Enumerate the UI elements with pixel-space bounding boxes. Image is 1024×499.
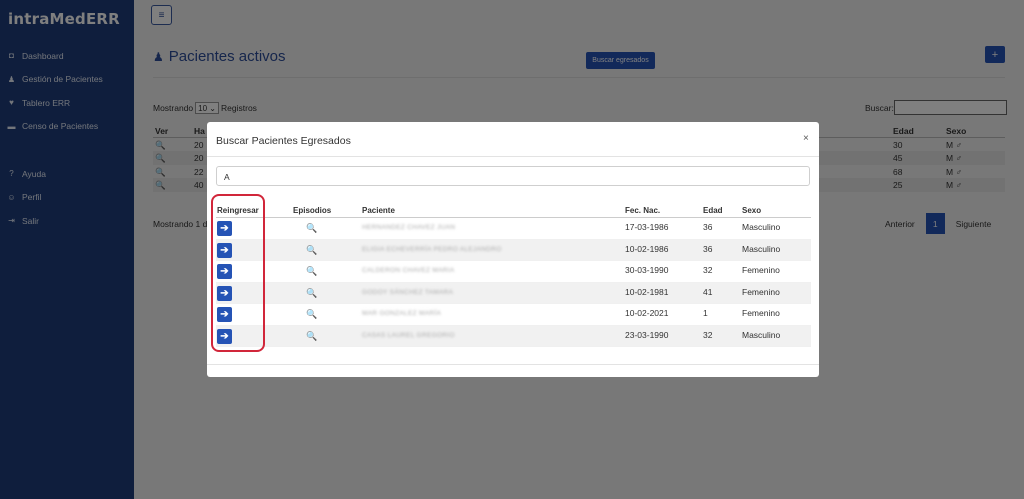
search-icon[interactable]: 🔍 <box>306 309 318 319</box>
cell-edad: 41 <box>703 286 713 297</box>
egresados-table: Reingresar Episodios Paciente Fec. Nac. … <box>216 202 811 347</box>
cell-sexo: Masculino <box>742 243 781 254</box>
cell-paciente: CASAS LAUREL GREGORIO <box>362 331 455 339</box>
cell-edad: 36 <box>703 222 713 232</box>
cell-paciente: GODOY SÁNCHEZ TAMARA <box>362 288 454 296</box>
table-body: ➔ 🔍 HERNANDEZ CHAVEZ JUAN 17-03-1986 36 … <box>216 218 811 347</box>
reingresar-button[interactable]: ➔ <box>217 328 232 344</box>
cell-fec-nac: 30-03-1990 <box>625 265 669 275</box>
modal-footer-divider <box>207 364 819 365</box>
buscar-egresados-modal: Buscar Pacientes Egresados × A Reingresa… <box>207 122 819 377</box>
search-icon[interactable]: 🔍 <box>306 244 318 255</box>
cell-sexo: Masculino <box>742 222 781 232</box>
col-edad: Edad <box>703 206 723 215</box>
cell-sexo: Femenino <box>742 286 780 297</box>
reingresar-button[interactable]: ➔ <box>217 285 232 301</box>
reingresar-button[interactable]: ➔ <box>217 264 232 279</box>
cell-paciente: MAR GONZALEZ MARÍA <box>362 310 442 317</box>
arrow-right-icon: ➔ <box>217 242 232 258</box>
cell-sexo: Masculino <box>742 329 781 340</box>
arrow-right-icon: ➔ <box>217 221 232 236</box>
search-icon[interactable]: 🔍 <box>306 287 318 298</box>
patient-search-input[interactable]: A <box>216 166 810 186</box>
arrow-right-icon: ➔ <box>217 307 232 322</box>
table-row: ➔ 🔍 HERNANDEZ CHAVEZ JUAN 17-03-1986 36 … <box>216 218 811 240</box>
cell-paciente: HERNANDEZ CHAVEZ JUAN <box>362 224 456 231</box>
arrow-right-icon: ➔ <box>217 328 232 344</box>
col-sexo: Sexo <box>742 206 762 215</box>
search-icon[interactable]: 🔍 <box>306 266 318 276</box>
col-reingresar: Reingresar <box>217 206 259 215</box>
col-episodios: Episodios <box>293 206 332 215</box>
cell-sexo: Femenino <box>742 308 780 318</box>
cell-sexo: Femenino <box>742 265 780 275</box>
reingresar-button[interactable]: ➔ <box>217 221 232 236</box>
cell-edad: 1 <box>703 308 708 318</box>
arrow-right-icon: ➔ <box>217 264 232 279</box>
table-row: ➔ 🔍 MAR GONZALEZ MARÍA 10-02-2021 1 Feme… <box>216 304 811 326</box>
cell-fec-nac: 23-03-1990 <box>625 329 669 340</box>
table-row: ➔ 🔍 ELIGIA ECHEVERRÍA PEDRO ALEJANDRO 10… <box>216 239 811 261</box>
table-row: ➔ 🔍 CASAS LAUREL GREGORIO 23-03-1990 32 … <box>216 325 811 347</box>
cell-fec-nac: 17-03-1986 <box>625 222 669 232</box>
table-header: Reingresar Episodios Paciente Fec. Nac. … <box>216 202 811 218</box>
search-icon[interactable]: 🔍 <box>306 223 318 233</box>
cell-paciente: CALDERON CHAVEZ MARIA <box>362 267 455 274</box>
table-row: ➔ 🔍 CALDERON CHAVEZ MARIA 30-03-1990 32 … <box>216 261 811 283</box>
cell-edad: 32 <box>703 329 713 340</box>
arrow-right-icon: ➔ <box>217 285 232 301</box>
modal-title: Buscar Pacientes Egresados <box>216 135 351 147</box>
cell-edad: 32 <box>703 265 713 275</box>
reingresar-button[interactable]: ➔ <box>217 307 232 322</box>
cell-paciente: ELIGIA ECHEVERRÍA PEDRO ALEJANDRO <box>362 245 502 253</box>
col-fec-nac: Fec. Nac. <box>625 206 661 215</box>
cell-fec-nac: 10-02-2021 <box>625 308 669 318</box>
cell-fec-nac: 10-02-1981 <box>625 286 669 297</box>
reingresar-button[interactable]: ➔ <box>217 242 232 258</box>
reingresar-column-highlight <box>211 194 265 352</box>
close-icon[interactable]: × <box>803 133 809 144</box>
table-row: ➔ 🔍 GODOY SÁNCHEZ TAMARA 10-02-1981 41 F… <box>216 282 811 304</box>
modal-divider <box>207 156 819 157</box>
search-icon[interactable]: 🔍 <box>306 330 318 341</box>
col-paciente: Paciente <box>362 206 395 215</box>
cell-fec-nac: 10-02-1986 <box>625 243 669 254</box>
cell-edad: 36 <box>703 243 713 254</box>
